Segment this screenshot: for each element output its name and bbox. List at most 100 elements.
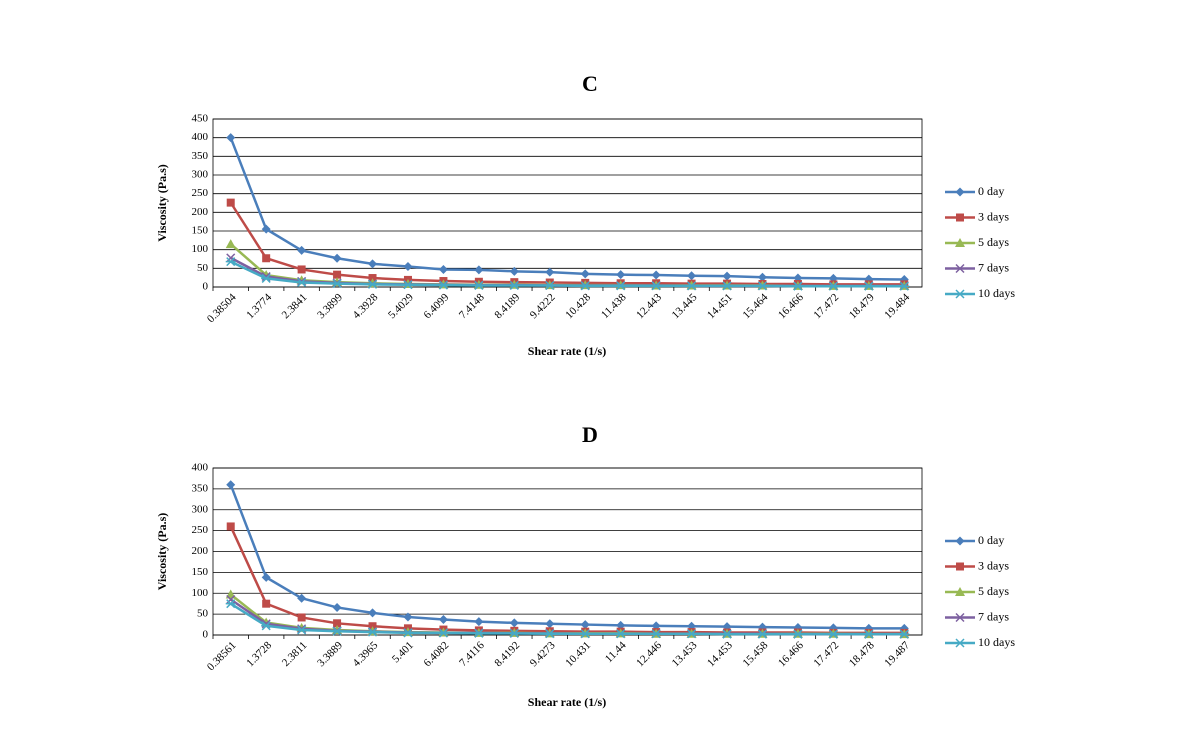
y-axis-title: Viscosity (Pa.s): [155, 513, 169, 591]
y-tick-label: 350: [192, 482, 209, 494]
legend-label: 3 days: [978, 209, 1009, 223]
marker: [333, 270, 342, 279]
marker: [332, 279, 343, 289]
marker: [863, 281, 874, 291]
marker: [686, 281, 697, 291]
x-axis-title: Shear rate (1/s): [528, 344, 606, 358]
x-tick-label: 17.472: [811, 639, 841, 669]
x-tick-label: 9.4222: [528, 291, 558, 321]
marker: [955, 289, 965, 299]
marker: [226, 594, 236, 605]
marker: [722, 629, 733, 639]
marker: [544, 629, 555, 639]
marker: [368, 622, 377, 631]
marker: [955, 587, 965, 596]
marker-stroke: [261, 272, 271, 282]
y-tick-label: 400: [192, 131, 209, 143]
y-tick-label: 400: [192, 462, 209, 474]
x-tick-label: 9.4273: [528, 639, 558, 669]
marker: [226, 198, 235, 207]
marker: [828, 281, 839, 291]
marker: [473, 280, 484, 291]
x-tick-label: 6.4099: [421, 291, 451, 321]
marker: [225, 589, 236, 599]
marker: [616, 620, 626, 630]
x-tick-label: 3.3889: [315, 639, 345, 669]
marker: [226, 522, 235, 531]
x-tick-label: 2.3841: [280, 291, 310, 321]
marker-stroke: [955, 263, 965, 274]
legend-label: 10 days: [978, 635, 1015, 649]
y-tick-label: 200: [192, 206, 209, 218]
y-tick-label: 100: [192, 587, 209, 599]
y-tick-label: 350: [192, 150, 209, 162]
x-tick-label: 11.44: [603, 639, 629, 665]
marker: [863, 629, 874, 639]
x-tick-label: 18.479: [847, 291, 877, 321]
marker: [403, 261, 413, 271]
marker: [403, 612, 413, 622]
x-tick-label: 19.484: [882, 291, 912, 321]
legend-label: 5 days: [978, 584, 1009, 598]
marker: [368, 259, 378, 269]
marker: [955, 263, 965, 274]
x-tick-label: 15.464: [741, 291, 771, 321]
marker: [509, 628, 520, 638]
marker: [332, 626, 343, 636]
marker: [261, 572, 271, 582]
marker: [438, 628, 449, 638]
series-line: [229, 525, 905, 635]
x-tick-label: 5.4029: [386, 291, 416, 321]
legend-label: 0 day: [978, 184, 1004, 198]
x-tick-label: 14.451: [705, 291, 735, 321]
marker: [226, 133, 236, 143]
x-tick-label: 14.453: [705, 639, 735, 669]
x-tick-label: 7.4148: [457, 291, 487, 321]
marker: [368, 274, 377, 283]
marker: [297, 245, 307, 255]
marker: [296, 277, 307, 288]
x-tick-label: 0.38504: [205, 291, 239, 325]
x-tick-label: 1.3774: [244, 291, 274, 321]
y-tick-label: 200: [192, 545, 209, 557]
marker: [333, 619, 342, 628]
marker: [757, 629, 768, 639]
y-tick-label: 250: [192, 524, 209, 536]
marker: [545, 619, 555, 629]
y-tick-label: 300: [192, 503, 209, 515]
chart-title: C: [582, 71, 598, 96]
marker: [225, 599, 236, 609]
marker: [899, 629, 910, 639]
marker: [580, 269, 590, 279]
y-axis-title: Viscosity (Pa.s): [155, 164, 169, 242]
marker: [899, 281, 910, 291]
marker: [402, 628, 413, 638]
plot-border: [212, 118, 923, 288]
marker: [402, 280, 413, 290]
y-tick-label: 50: [197, 608, 209, 620]
x-tick-label: 13.453: [670, 639, 700, 669]
marker: [332, 602, 342, 612]
series-line: [229, 137, 905, 281]
marker-stroke: [226, 253, 236, 263]
marker: [261, 224, 271, 234]
marker: [687, 271, 697, 281]
marker: [955, 612, 965, 623]
marker: [956, 213, 964, 222]
x-tick-label: 8.4192: [492, 639, 522, 669]
x-axis-title: Shear rate (1/s): [528, 695, 606, 709]
marker: [261, 621, 272, 631]
x-tick-label: 6.4082: [421, 639, 451, 669]
marker: [651, 629, 662, 639]
series-line: [230, 602, 905, 636]
marker: [226, 480, 236, 490]
x-tick-label: 11.438: [599, 291, 629, 321]
legend-label: 3 days: [978, 558, 1009, 572]
x-tick-label: 4.3928: [351, 291, 381, 321]
marker: [297, 613, 306, 622]
y-tick-label: 250: [192, 187, 209, 199]
marker: [544, 280, 555, 291]
y-tick-label: 50: [197, 262, 209, 274]
marker: [956, 562, 964, 571]
